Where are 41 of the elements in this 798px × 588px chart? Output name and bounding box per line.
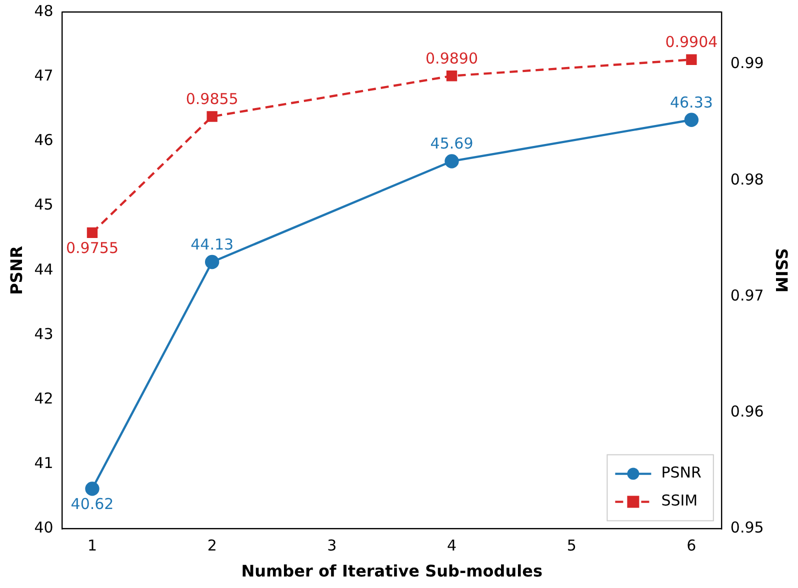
data-label: 40.62 xyxy=(70,495,114,514)
point xyxy=(684,112,699,127)
data-label: 0.9890 xyxy=(426,49,478,68)
x-tick-label: 5 xyxy=(566,536,576,555)
legend-label: PSNR xyxy=(661,464,702,482)
x-tick-label: 2 xyxy=(207,536,217,555)
y2-tick-label: 0.95 xyxy=(730,518,764,537)
legend-label: SSIM xyxy=(661,492,698,510)
data-label: 0.9755 xyxy=(66,239,118,258)
point xyxy=(85,482,100,496)
data-label: 46.33 xyxy=(670,93,713,112)
point xyxy=(204,254,220,270)
x-axis-title: Number of Iterative Sub-modules xyxy=(241,562,542,581)
y-tick-label: 42 xyxy=(34,389,54,408)
y2-tick-label: 0.98 xyxy=(730,170,764,188)
y2-axis-title: SSIM xyxy=(772,248,792,292)
y-tick-label: 40 xyxy=(34,518,54,537)
x-tick-label: 6 xyxy=(686,536,696,555)
y2-tick-label: 0.99 xyxy=(730,54,764,72)
y-tick-label: 46 xyxy=(34,131,54,150)
x-tick-label: 3 xyxy=(327,536,337,555)
point xyxy=(686,54,697,65)
y-tick-label: 44 xyxy=(34,260,54,278)
x-tick-label: 4 xyxy=(446,536,457,555)
y-tick-label: 43 xyxy=(34,324,54,343)
point xyxy=(444,154,459,168)
y2-tick-label: 0.96 xyxy=(730,402,764,421)
y-tick-label: 47 xyxy=(34,66,54,84)
y-tick-label: 45 xyxy=(34,196,54,214)
y2-tick-label: 0.97 xyxy=(730,286,764,304)
y-tick-label: 41 xyxy=(34,454,54,472)
data-label: 0.9855 xyxy=(186,90,238,108)
x-tick-label: 1 xyxy=(87,536,98,555)
point xyxy=(86,227,98,238)
data-label: 44.13 xyxy=(190,235,234,254)
data-label: 0.9904 xyxy=(665,33,718,52)
y-axis-title: PSNR xyxy=(6,246,26,295)
point xyxy=(206,111,218,122)
point xyxy=(446,70,458,82)
y-tick-label: 48 xyxy=(34,2,54,20)
data-label: 45.69 xyxy=(430,134,474,153)
